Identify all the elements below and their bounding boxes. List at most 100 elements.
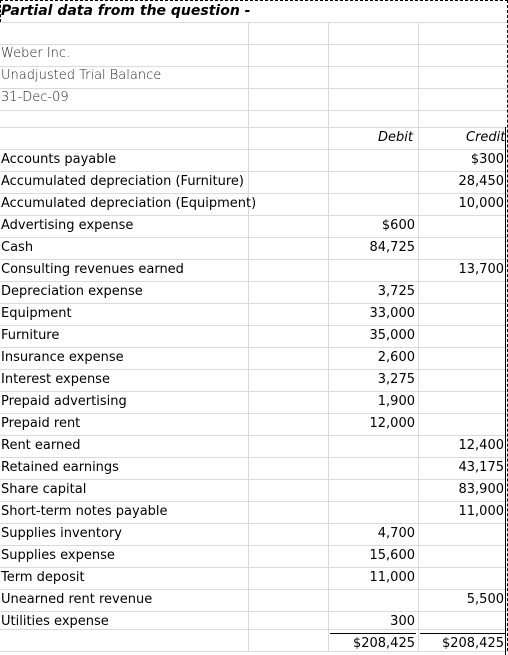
account-name: Accumulated depreciation (Equipment) [1, 196, 257, 211]
grid-row-line [0, 479, 508, 480]
grid-row-line [0, 171, 508, 172]
account-row[interactable]: Equipment 33,000 [0, 303, 508, 325]
account-row[interactable]: Unearned rent revenue 5,500 [0, 589, 508, 611]
report-title: Unadjusted Trial Balance [1, 68, 162, 83]
company-row[interactable]: Weber Inc. [0, 44, 508, 66]
account-credit: 12,400 [458, 438, 505, 453]
account-name: Prepaid rent [1, 416, 81, 431]
account-name: Interest expense [1, 372, 110, 387]
account-name: Accounts payable [1, 152, 117, 167]
grid-row-line [0, 545, 508, 546]
account-name: Depreciation expense [1, 284, 143, 299]
grid-row-line [0, 66, 508, 67]
grid-row-line [0, 303, 508, 304]
account-debit: 2,600 [377, 350, 415, 365]
grid-row-line [0, 391, 508, 392]
account-debit: 300 [390, 614, 415, 629]
grid-col-line [418, 22, 419, 651]
grid-row-line [0, 193, 508, 194]
title-box: Partial data from the question - [0, 0, 508, 23]
account-credit: 13,700 [458, 262, 505, 277]
account-debit: 84,725 [369, 240, 416, 255]
account-debit: $600 [381, 218, 415, 233]
grid-row-line [0, 325, 508, 326]
grid-row-line [0, 629, 508, 630]
account-row[interactable]: Accumulated depreciation (Equipment) 10,0… [0, 193, 508, 215]
title-left-border [0, 0, 1, 22]
totals-row[interactable]: $208,425 $208,425 [0, 633, 508, 655]
header-row[interactable]: Debit Credit [0, 127, 508, 149]
account-row[interactable]: Supplies expense 15,600 [0, 545, 508, 567]
total-debit: $208,425 [352, 636, 415, 651]
total-rule [420, 633, 506, 634]
account-row[interactable]: Term deposit 11,000 [0, 567, 508, 589]
account-debit: 1,900 [377, 394, 415, 409]
grid-row-line [0, 369, 508, 370]
account-row[interactable]: Share capital 83,900 [0, 479, 508, 501]
debit-header: Debit [378, 130, 413, 145]
grid-row-line [0, 413, 508, 414]
account-row[interactable]: Prepaid rent 12,000 [0, 413, 508, 435]
report-date: 31-Dec-09 [1, 90, 69, 105]
account-debit: 33,000 [369, 306, 416, 321]
account-debit: 35,000 [369, 328, 416, 343]
grid-row-line [0, 215, 508, 216]
account-row[interactable]: Accumulated depreciation (Furniture) 28,4… [0, 171, 508, 193]
account-credit: 5,500 [466, 592, 504, 607]
account-credit: 83,900 [458, 482, 505, 497]
account-row[interactable]: Insurance expense 2,600 [0, 347, 508, 369]
account-row[interactable]: Utilities expense 300 [0, 611, 508, 633]
account-row[interactable]: Furniture 35,000 [0, 325, 508, 347]
account-row[interactable]: Prepaid advertising 1,900 [0, 391, 508, 413]
account-row[interactable]: Advertising expense $600 [0, 215, 508, 237]
credit-header: Credit [466, 130, 506, 145]
account-name: Short-term notes payable [1, 504, 168, 519]
total-rule [330, 633, 416, 634]
account-row[interactable]: Supplies inventory 4,700 [0, 523, 508, 545]
grid-row-line [0, 127, 508, 128]
account-debit: 3,725 [377, 284, 415, 299]
grid-row-line [0, 611, 508, 612]
account-debit: 4,700 [377, 526, 415, 541]
total-credit: $208,425 [441, 636, 504, 651]
grid-col-line [248, 22, 249, 651]
account-name: Consulting revenues earned [1, 262, 184, 277]
company-name: Weber Inc. [1, 46, 71, 61]
grid-row-line [0, 237, 508, 238]
date-row[interactable]: 31-Dec-09 [0, 88, 508, 110]
grid-row-line [0, 347, 508, 348]
account-row[interactable]: Cash 84,725 [0, 237, 508, 259]
account-credit: $300 [470, 152, 504, 167]
grid-row-line [0, 435, 508, 436]
account-name: Supplies expense [1, 548, 115, 563]
account-row[interactable]: Consulting revenues earned 13,700 [0, 259, 508, 281]
report-row[interactable]: Unadjusted Trial Balance [0, 66, 508, 88]
account-name: Cash [1, 240, 34, 255]
account-row[interactable]: Accounts payable $300 [0, 149, 508, 171]
account-row[interactable]: Rent earned 12,400 [0, 435, 508, 457]
account-name: Prepaid advertising [1, 394, 127, 409]
account-row[interactable]: Retained earnings 43,175 [0, 457, 508, 479]
account-row[interactable]: Short-term notes payable 11,000 [0, 501, 508, 523]
grid-row-line [0, 259, 508, 260]
account-debit: 11,000 [369, 570, 416, 585]
account-name: Rent earned [1, 438, 81, 453]
grid-row-line [0, 110, 508, 111]
account-credit: 10,000 [458, 196, 505, 211]
account-name: Term deposit [1, 570, 85, 585]
account-row[interactable]: Interest expense 3,275 [0, 369, 508, 391]
account-name: Unearned rent revenue [1, 592, 153, 607]
grid-row-line [0, 88, 508, 89]
grid-row-line [0, 22, 508, 23]
account-name: Utilities expense [1, 614, 109, 629]
grid-row-line [0, 567, 508, 568]
grid-col-line [328, 22, 329, 651]
account-debit: 12,000 [369, 416, 416, 431]
account-row[interactable]: Depreciation expense 3,725 [0, 281, 508, 303]
account-credit: 28,450 [458, 174, 505, 189]
account-debit: 3,275 [377, 372, 415, 387]
grid-row-line [0, 149, 508, 150]
grid-row-line [0, 281, 508, 282]
account-name: Retained earnings [1, 460, 119, 475]
